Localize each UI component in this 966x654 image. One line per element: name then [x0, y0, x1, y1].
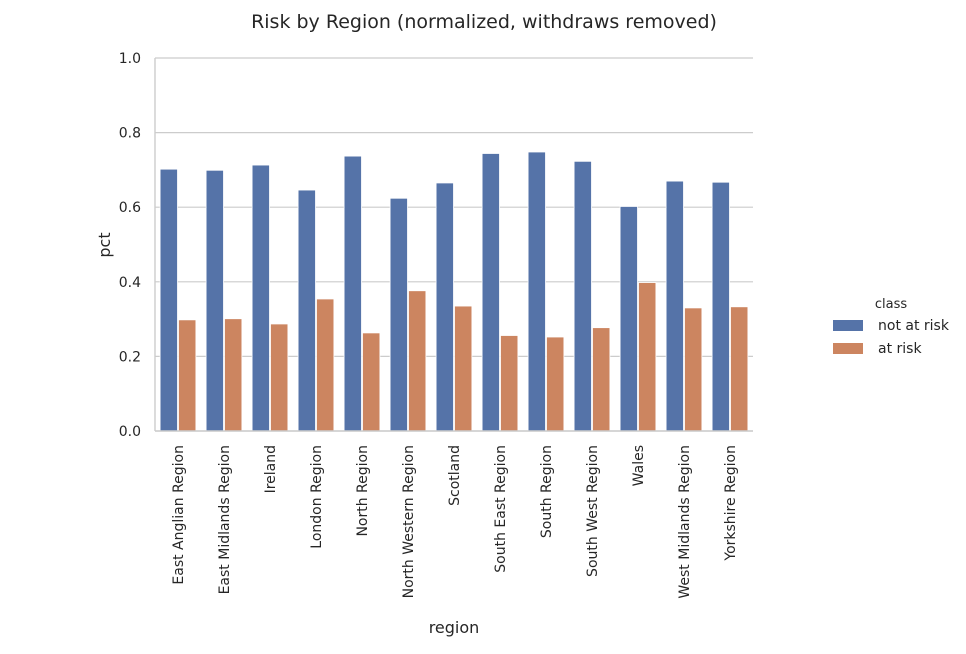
bar-not-at-risk — [573, 160, 592, 432]
bar-not-at-risk — [527, 151, 546, 432]
bar-at-risk — [592, 327, 611, 432]
y-tick-label: 0.2 — [119, 349, 141, 365]
legend-label: at risk — [878, 341, 922, 357]
bar-at-risk — [408, 290, 427, 432]
legend-swatch — [833, 320, 863, 331]
bar-at-risk — [316, 298, 335, 432]
bar-at-risk — [684, 307, 703, 432]
legend-label: not at risk — [878, 318, 950, 334]
bar-not-at-risk — [205, 169, 224, 432]
bar-not-at-risk — [619, 206, 638, 432]
x-tick-labels: East Anglian Region East Midlands Region I… — [171, 445, 739, 599]
bar-at-risk — [270, 323, 289, 432]
y-tick-label: 0.8 — [119, 126, 141, 142]
bar-at-risk — [362, 332, 381, 432]
y-axis-label: pct — [95, 232, 114, 257]
chart-title: Risk by Region (normalized, withdraws re… — [251, 11, 717, 33]
legend-swatch — [833, 343, 863, 354]
bar-not-at-risk — [343, 155, 362, 432]
y-tick-label: 0.6 — [119, 200, 141, 216]
x-tick-label: Wales — [631, 445, 647, 486]
bar-at-risk — [730, 306, 749, 432]
x-tick-label: West Midlands Region — [677, 445, 693, 599]
bar-not-at-risk — [435, 182, 454, 432]
bar-not-at-risk — [711, 181, 730, 432]
x-tick-label: North Western Region — [401, 445, 417, 598]
bar-not-at-risk — [297, 189, 316, 432]
x-tick-label: North Region — [355, 445, 371, 537]
bar-not-at-risk — [665, 180, 684, 432]
y-tick-label: 1.0 — [119, 51, 141, 67]
legend: class not at risk at risk — [833, 297, 950, 357]
bar-at-risk — [500, 335, 519, 432]
bar-at-risk — [546, 336, 565, 432]
x-tick-label: East Midlands Region — [217, 445, 233, 594]
x-tick-label: London Region — [309, 445, 325, 549]
bar-at-risk — [454, 305, 473, 432]
bar-not-at-risk — [159, 168, 178, 432]
y-tick-labels: 0.0 0.2 0.4 0.6 0.8 1.0 — [119, 51, 141, 440]
x-axis-label: region — [429, 618, 480, 637]
x-tick-label: Scotland — [447, 445, 463, 506]
legend-title: class — [875, 297, 907, 312]
axes — [154, 58, 753, 432]
x-tick-label: Ireland — [263, 445, 279, 493]
y-tick-label: 0.4 — [119, 275, 141, 291]
bar-not-at-risk — [389, 197, 408, 432]
grid — [155, 57, 753, 432]
bar-at-risk — [224, 318, 243, 432]
bar-not-at-risk — [481, 153, 500, 432]
bar-at-risk — [638, 282, 657, 432]
x-tick-label: South East Region — [493, 445, 509, 573]
bar-not-at-risk — [251, 164, 270, 432]
x-tick-label: South Region — [539, 445, 555, 538]
x-tick-label: Yorkshire Region — [723, 445, 739, 562]
bars — [159, 151, 749, 432]
x-tick-label: South West Region — [585, 445, 601, 577]
bar-at-risk — [178, 319, 197, 432]
y-tick-label: 0.0 — [119, 424, 141, 440]
x-tick-label: East Anglian Region — [171, 445, 187, 585]
